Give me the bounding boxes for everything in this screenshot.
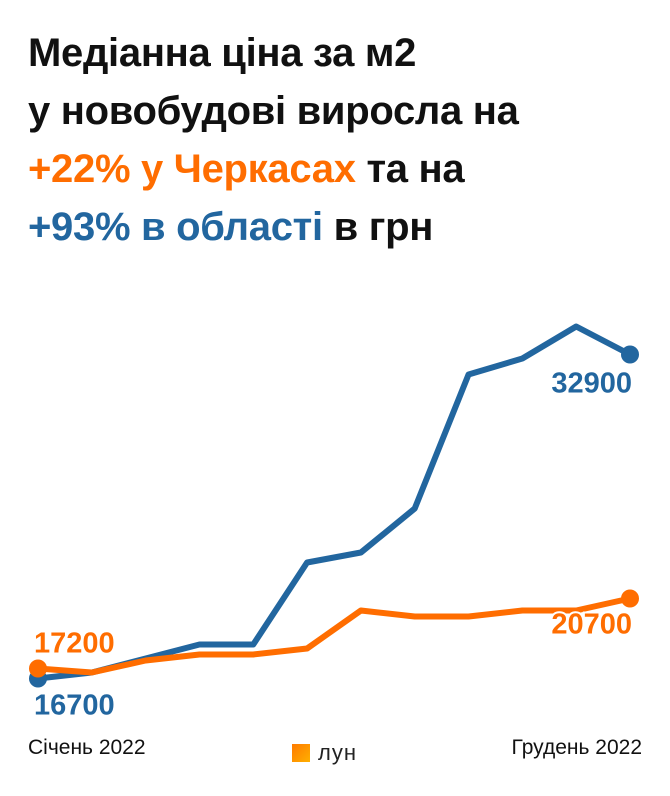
city-series-line: [37, 595, 631, 676]
city-data-point: [621, 589, 639, 608]
title-text: та на: [355, 147, 465, 191]
x-axis-start-label: Січень 2022: [28, 736, 146, 759]
logo-square-icon: [292, 744, 310, 762]
region-data-point: [621, 345, 639, 364]
region-end-label: 32900: [551, 368, 632, 400]
city-end-label: 20700: [551, 609, 632, 641]
city-start-label: 17200: [34, 628, 115, 660]
region-series-line: [37, 323, 632, 682]
chart-title: Медіанна ціна за м2 у новобудові виросла…: [28, 24, 658, 256]
title-line-4: +93% в області в грн: [28, 198, 658, 256]
x-axis-end-label: Грудень 2022: [511, 736, 642, 759]
logo: лун: [292, 740, 357, 766]
title-line-2: у новобудові виросла на: [28, 89, 519, 133]
logo-text: лун: [318, 740, 357, 765]
title-blue-highlight: +93% в області: [28, 205, 323, 249]
title-orange-highlight: +22% у Черкасах: [28, 147, 356, 191]
title-line-1: Медіанна ціна за м2: [28, 31, 417, 75]
city-data-point: [29, 659, 47, 678]
title-text: в грн: [322, 205, 434, 249]
region-start-label: 16700: [34, 690, 115, 722]
title-line-3: +22% у Черкасах та на: [28, 140, 658, 198]
